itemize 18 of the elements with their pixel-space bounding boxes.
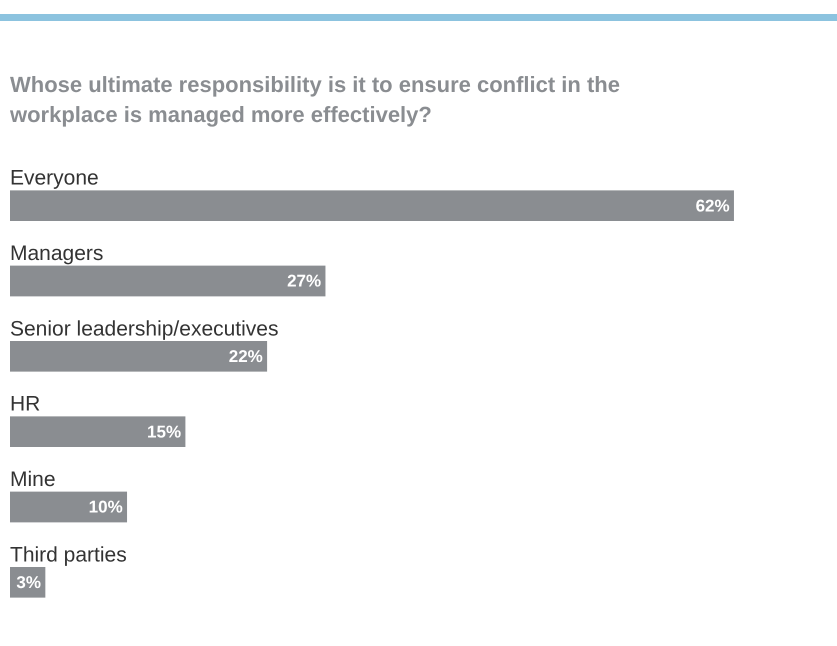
y-tick-label: Everyone bbox=[10, 166, 99, 190]
data-label: 27% bbox=[287, 272, 322, 291]
bar bbox=[10, 416, 186, 447]
chart-title: Whose ultimate responsibility is it to ensure conflict in the workplace is managed more effectively? bbox=[10, 71, 621, 129]
data-label: 3% bbox=[16, 573, 42, 592]
y-tick-label: HR bbox=[10, 392, 40, 416]
data-label: 22% bbox=[228, 347, 263, 366]
bar bbox=[10, 190, 734, 221]
bar bbox=[10, 492, 128, 522]
y-tick-label: Managers bbox=[10, 242, 104, 265]
y-tick-label: Senior leadership/executives bbox=[10, 317, 278, 340]
bar bbox=[10, 266, 326, 296]
data-label: 62% bbox=[696, 196, 730, 216]
y-tick-label: Mine bbox=[10, 468, 56, 491]
y-tick-label: Third parties bbox=[10, 543, 127, 566]
bar bbox=[10, 341, 268, 372]
data-label: 15% bbox=[147, 422, 182, 442]
data-label: 10% bbox=[88, 498, 123, 517]
